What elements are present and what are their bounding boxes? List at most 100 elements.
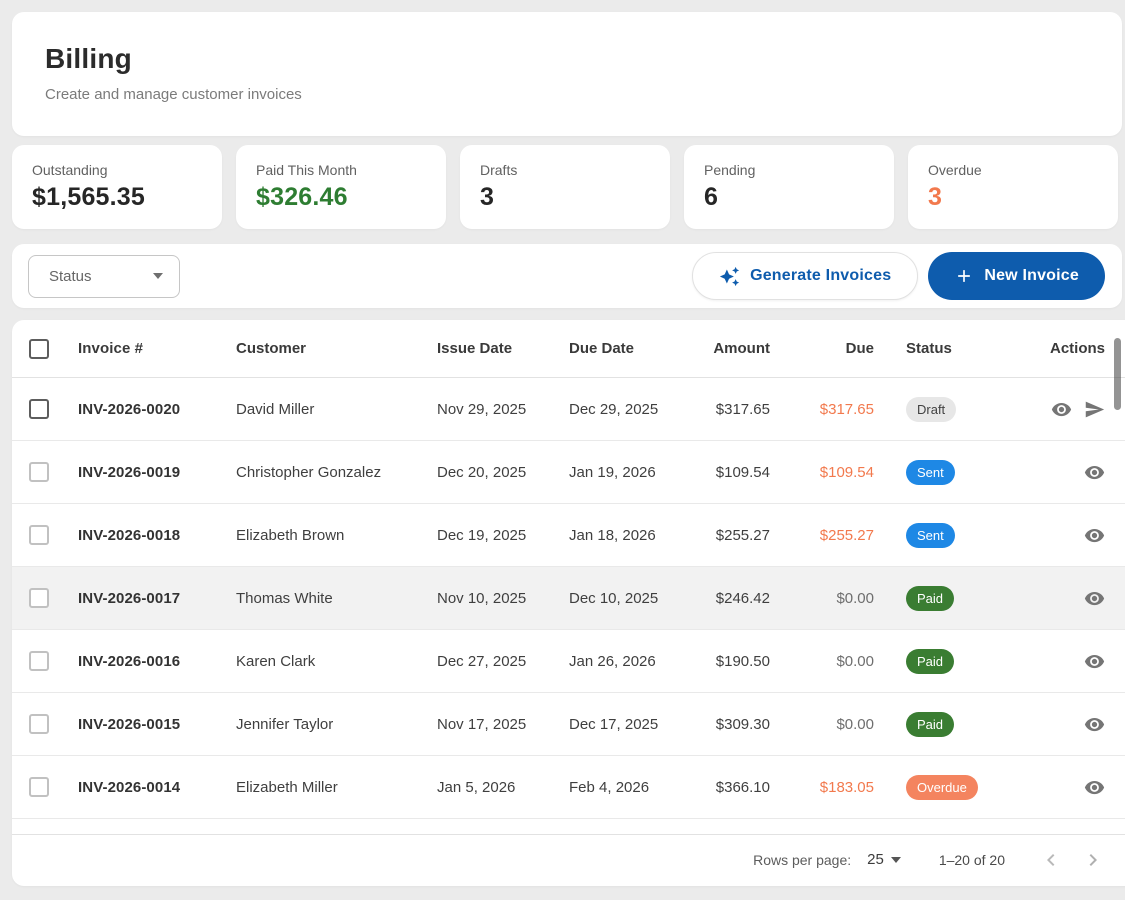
- row-checkbox[interactable]: [29, 399, 49, 419]
- row-actions: [1024, 693, 1125, 755]
- eye-icon[interactable]: [1050, 398, 1072, 420]
- customer-name: David Miller: [236, 400, 315, 418]
- status-filter-select[interactable]: Status: [28, 254, 180, 298]
- chevron-left-icon[interactable]: [1039, 848, 1063, 872]
- column-header-status: Status: [906, 340, 952, 357]
- plus-icon: [954, 266, 974, 286]
- table-row[interactable]: INV-2026-0018 Elizabeth Brown Dec 19, 20…: [12, 504, 1125, 567]
- issue-date: Dec 27, 2025: [437, 652, 527, 670]
- stat-card: Overdue 3: [908, 145, 1118, 229]
- status-badge: Paid: [906, 585, 955, 611]
- eye-icon[interactable]: [1083, 461, 1105, 483]
- due-date: Jan 19, 2026: [569, 463, 656, 481]
- amount: $190.50: [715, 652, 770, 670]
- column-header-invoice: Invoice #: [78, 340, 144, 357]
- row-checkbox[interactable]: [29, 651, 49, 671]
- row-actions: [1024, 378, 1125, 440]
- chevron-right-icon[interactable]: [1081, 848, 1105, 872]
- table-row[interactable]: INV-2026-0017 Thomas White Nov 10, 2025 …: [12, 567, 1125, 630]
- row-checkbox[interactable]: [29, 525, 49, 545]
- row-actions: [1024, 441, 1125, 503]
- issue-date: Jan 5, 2026: [437, 778, 516, 796]
- eye-icon[interactable]: [1083, 776, 1105, 798]
- new-invoice-label: New Invoice: [984, 267, 1079, 284]
- row-checkbox[interactable]: [29, 462, 49, 482]
- eye-icon[interactable]: [1083, 650, 1105, 672]
- invoice-number: INV-2026-0014: [78, 778, 181, 796]
- customer-name: Thomas White: [236, 589, 333, 607]
- amount: $109.54: [715, 463, 770, 481]
- stat-value: 6: [704, 183, 719, 211]
- rows-per-page-label: Rows per page:: [753, 851, 852, 868]
- due-amount: $109.54: [819, 463, 874, 481]
- customer-name: Christopher Gonzalez: [236, 463, 382, 481]
- generate-invoices-label: Generate Invoices: [750, 267, 892, 284]
- sparkle-icon: [719, 266, 740, 287]
- new-invoice-button[interactable]: New Invoice: [928, 252, 1105, 300]
- stat-card: Paid This Month $326.46: [236, 145, 446, 229]
- invoice-number: INV-2026-0018: [78, 526, 181, 544]
- amount: $317.65: [715, 400, 770, 418]
- invoice-number: INV-2026-0017: [78, 589, 181, 607]
- eye-icon[interactable]: [1083, 587, 1105, 609]
- issue-date: Dec 20, 2025: [437, 463, 527, 481]
- status-badge: Overdue: [906, 774, 978, 800]
- column-header-due-date: Due Date: [569, 340, 635, 357]
- due-amount: $0.00: [836, 715, 874, 733]
- due-date: Jan 18, 2026: [569, 526, 656, 544]
- rows-per-page-value: 25: [867, 851, 884, 868]
- page-subtitle: Create and manage customer invoices: [45, 86, 302, 103]
- vertical-scrollbar[interactable]: [1114, 338, 1121, 410]
- table-row[interactable]: INV-2026-0016 Karen Clark Dec 27, 2025 J…: [12, 630, 1125, 693]
- pagination-controls: [1039, 848, 1105, 872]
- issue-date: Dec 19, 2025: [437, 526, 527, 544]
- issue-date: Nov 10, 2025: [437, 589, 527, 607]
- stat-card: Drafts 3: [460, 145, 670, 229]
- stats-row: Outstanding $1,565.35 Paid This Month $3…: [12, 145, 1118, 229]
- stat-label: Overdue: [928, 162, 982, 178]
- customer-name: Elizabeth Miller: [236, 778, 338, 796]
- stat-value: $326.46: [256, 183, 348, 211]
- rows-per-page-select[interactable]: 25: [867, 851, 901, 868]
- generate-invoices-button[interactable]: Generate Invoices: [692, 252, 919, 300]
- table-row[interactable]: INV-2026-0019 Christopher Gonzalez Dec 2…: [12, 441, 1125, 504]
- send-icon[interactable]: [1083, 398, 1105, 420]
- due-date: Jan 26, 2026: [569, 652, 656, 670]
- stat-card: Outstanding $1,565.35: [12, 145, 222, 229]
- status-badge: Sent: [906, 522, 955, 548]
- eye-icon[interactable]: [1083, 524, 1105, 546]
- issue-date: Nov 17, 2025: [437, 715, 527, 733]
- caret-down-icon: [890, 856, 901, 863]
- eye-icon[interactable]: [1083, 713, 1105, 735]
- table-row[interactable]: INV-2026-0014 Elizabeth Miller Jan 5, 20…: [12, 756, 1125, 819]
- row-checkbox[interactable]: [29, 714, 49, 734]
- status-badge: Draft: [906, 396, 957, 422]
- column-header-customer: Customer: [236, 340, 307, 357]
- invoice-number: INV-2026-0016: [78, 652, 181, 670]
- page-title: Billing: [45, 43, 132, 74]
- amount: $366.10: [715, 778, 770, 796]
- row-actions: [1024, 567, 1125, 629]
- caret-down-icon: [153, 273, 163, 279]
- customer-name: Elizabeth Brown: [236, 526, 345, 544]
- status-badge: Paid: [906, 711, 955, 737]
- stat-label: Drafts: [480, 162, 518, 178]
- pagination-bar: Rows per page: 25 1–20 of 20: [12, 835, 1125, 884]
- amount: $255.27: [715, 526, 770, 544]
- stat-label: Outstanding: [32, 162, 108, 178]
- row-checkbox[interactable]: [29, 588, 49, 608]
- table-row[interactable]: INV-2026-0020 David Miller Nov 29, 2025 …: [12, 378, 1125, 441]
- row-actions: [1024, 630, 1125, 692]
- invoice-number: INV-2026-0015: [78, 715, 181, 733]
- status-badge: Paid: [906, 648, 955, 674]
- row-checkbox[interactable]: [29, 777, 49, 797]
- due-amount: $255.27: [819, 526, 874, 544]
- table-row[interactable]: INV-2026-0015 Jennifer Taylor Nov 17, 20…: [12, 693, 1125, 756]
- select-all-checkbox[interactable]: [29, 338, 49, 359]
- due-date: Feb 4, 2026: [569, 778, 650, 796]
- invoices-table: Invoice # Customer Issue Date Due Date A…: [12, 320, 1125, 886]
- issue-date: Nov 29, 2025: [437, 400, 527, 418]
- invoice-number: INV-2026-0019: [78, 463, 181, 481]
- stat-value: $1,565.35: [32, 183, 146, 211]
- status-filter-label: Status: [49, 267, 92, 285]
